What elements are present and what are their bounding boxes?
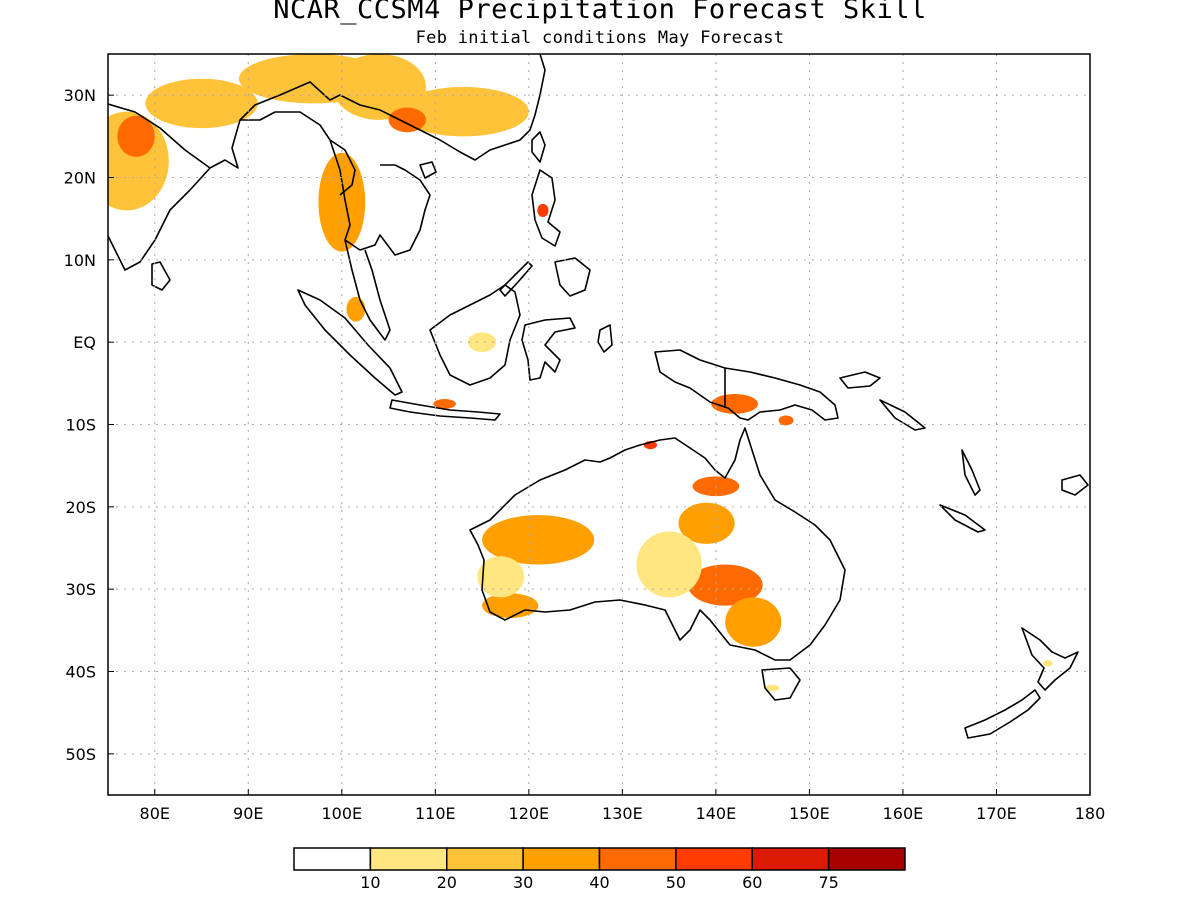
lon-tick-label: 150E bbox=[789, 804, 830, 823]
coast-malay bbox=[344, 239, 391, 341]
coast-luzon bbox=[531, 169, 561, 247]
coastline-layer bbox=[108, 54, 1089, 739]
coast-java bbox=[389, 399, 501, 421]
lat-tick-label: 10S bbox=[65, 416, 96, 435]
lat-tick-label: 40S bbox=[65, 663, 96, 682]
skill-region-malay bbox=[346, 296, 366, 322]
colorbar-label: 60 bbox=[742, 873, 762, 892]
coast-vanuatu bbox=[961, 449, 981, 496]
colorbar-swatch bbox=[751, 847, 830, 871]
lon-tick-label: 180 bbox=[1075, 804, 1106, 823]
lat-tick-label: 20S bbox=[65, 498, 96, 517]
skill-region-sa-east bbox=[725, 597, 782, 647]
colorbar-label: 30 bbox=[513, 873, 533, 892]
skill-region-south-china-core bbox=[388, 107, 426, 133]
coast-hainan bbox=[419, 161, 437, 179]
lon-tick-label: 80E bbox=[140, 804, 170, 823]
colorbar-label: 40 bbox=[589, 873, 609, 892]
lon-tick-label: 160E bbox=[883, 804, 924, 823]
skill-region-india-core bbox=[117, 115, 155, 157]
colorbar-swatch bbox=[293, 847, 372, 871]
map-title: NCAR_CCSM4 Precipitation Forecast Skill bbox=[273, 0, 927, 25]
skill-region-wa-west bbox=[477, 556, 525, 598]
colorbar: 10 20 30 40 50 60 75 bbox=[293, 847, 906, 892]
axis-labels: 80E 90E 100E 110E 120E 130E 140E 150E 160E 170E 18… bbox=[64, 86, 1106, 823]
skill-region-java bbox=[433, 398, 456, 409]
skill-region-south-china bbox=[397, 86, 529, 137]
colorbar-swatch bbox=[446, 847, 524, 871]
colorbar-swatch bbox=[827, 847, 906, 871]
coast-new-britain bbox=[839, 371, 881, 389]
skill-region-qld-west bbox=[636, 531, 702, 598]
coast-sulawesi bbox=[521, 317, 576, 381]
coast-australia bbox=[469, 427, 846, 661]
lon-tick-label: 110E bbox=[415, 804, 456, 823]
coast-india bbox=[108, 103, 356, 271]
colorbar-swatch bbox=[522, 847, 601, 871]
coast-new-guinea bbox=[654, 349, 839, 421]
map-subtitle: Feb initial conditions May Forecast bbox=[415, 28, 785, 48]
coast-china bbox=[239, 54, 546, 161]
skill-region-india-north bbox=[145, 78, 258, 129]
coast-sumatra bbox=[297, 289, 403, 396]
colorbar-label: 10 bbox=[360, 873, 380, 892]
skill-region-png-east bbox=[778, 415, 794, 426]
skill-region-wa-south bbox=[482, 593, 539, 618]
colorbar-label: 50 bbox=[666, 873, 686, 892]
coast-halmahera bbox=[597, 324, 613, 353]
skill-region-nz-north bbox=[1043, 659, 1053, 667]
coast-nz-north bbox=[1021, 627, 1079, 691]
lat-tick-label: 20N bbox=[64, 169, 96, 188]
lon-tick-label: 120E bbox=[509, 804, 550, 823]
coast-mindanao bbox=[554, 257, 591, 297]
coast-taiwan bbox=[531, 131, 546, 163]
lon-tick-label: 170E bbox=[976, 804, 1017, 823]
coast-new-caledonia bbox=[939, 504, 986, 533]
skill-region-new-guinea bbox=[711, 394, 758, 414]
colorbar-swatch bbox=[598, 847, 677, 871]
coast-tasmania bbox=[761, 667, 801, 701]
lon-tick-label: 90E bbox=[233, 804, 263, 823]
coast-fiji bbox=[1061, 474, 1089, 496]
plot-frame bbox=[107, 53, 1091, 796]
colorbar-label: 20 bbox=[437, 873, 457, 892]
lat-tick-label: EQ bbox=[73, 333, 96, 352]
lon-tick-label: 130E bbox=[602, 804, 643, 823]
lon-tick-label: 140E bbox=[696, 804, 737, 823]
lat-tick-label: 30S bbox=[65, 580, 96, 599]
colorbar-swatch bbox=[675, 847, 753, 871]
skill-region-wa-north bbox=[482, 515, 595, 565]
colorbar-label: 75 bbox=[818, 873, 838, 892]
coast-palawan bbox=[499, 261, 533, 297]
coast-solomons bbox=[879, 399, 926, 431]
skill-region-nt-south bbox=[678, 502, 735, 544]
coast-borneo bbox=[429, 284, 521, 386]
skill-region-borneo bbox=[468, 332, 497, 353]
lat-tick-label: 10N bbox=[64, 251, 96, 270]
skill-region-philippines bbox=[537, 203, 549, 218]
coast-nz-south bbox=[964, 689, 1041, 739]
colorbar-swatch bbox=[369, 847, 448, 871]
coast-indochina bbox=[329, 139, 431, 256]
skill-region-tasmania bbox=[764, 684, 780, 692]
lon-tick-label: 100E bbox=[321, 804, 362, 823]
lat-tick-label: 30N bbox=[64, 86, 96, 105]
graticule bbox=[108, 54, 1090, 795]
coast-sri-lanka bbox=[151, 261, 171, 291]
lat-tick-label: 50S bbox=[65, 745, 96, 764]
skill-region-sa-core bbox=[687, 564, 763, 606]
skill-shading-layer bbox=[108, 54, 1053, 692]
